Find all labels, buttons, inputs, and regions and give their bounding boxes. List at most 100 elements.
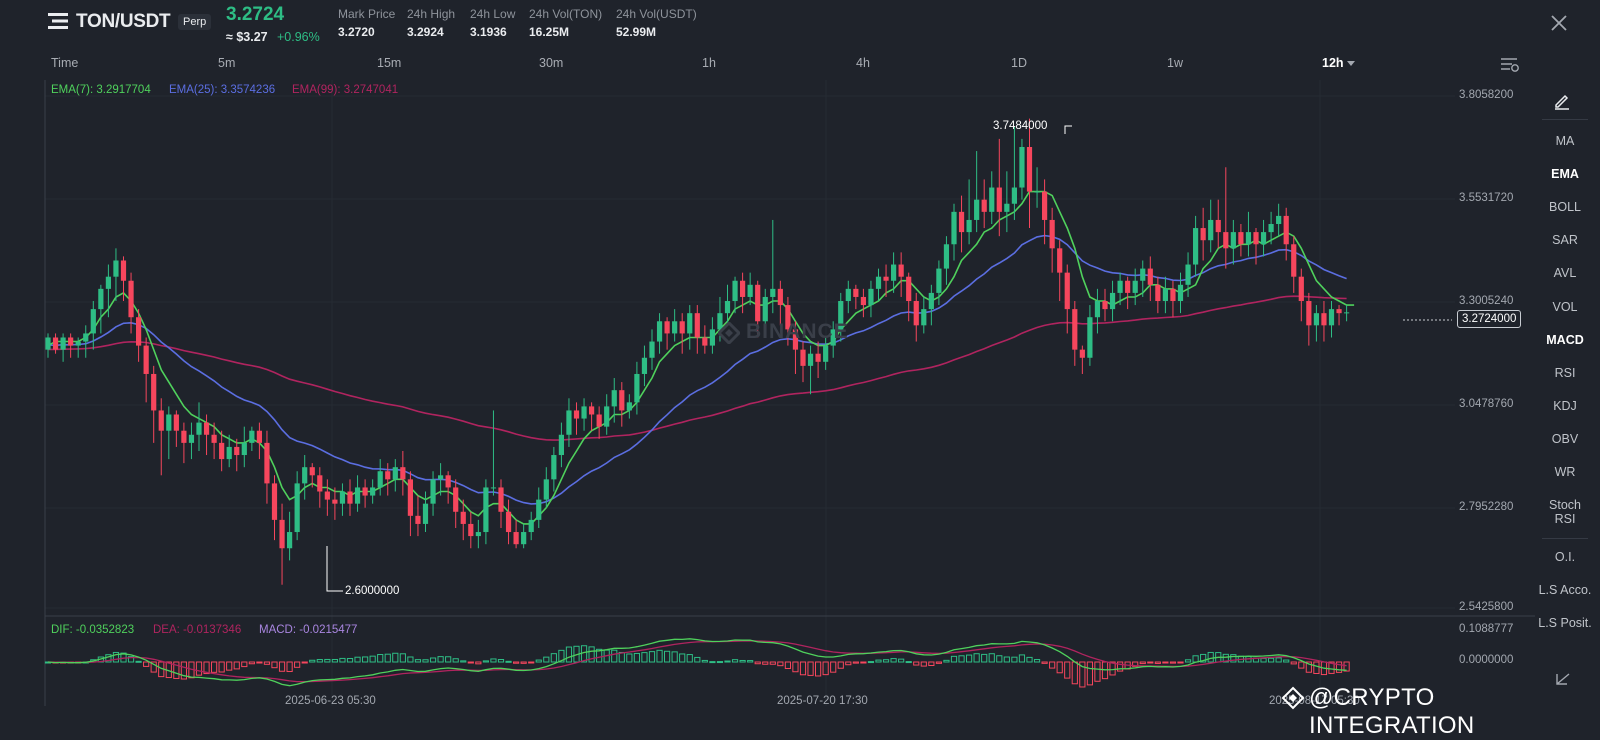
brand-watermark: BINANCE	[746, 320, 849, 343]
candle-body	[234, 446, 240, 456]
macd-bar	[1064, 661, 1071, 679]
indicator-ls-accounts[interactable]: L.S Acco.	[1538, 583, 1592, 597]
candle-body	[113, 260, 119, 277]
candle-body	[203, 422, 210, 435]
macd-bar	[913, 661, 920, 666]
indicator-macd[interactable]: MACD	[1546, 333, 1584, 347]
candle-body	[1306, 301, 1312, 326]
candles	[45, 118, 1350, 585]
tab-15m[interactable]: 15m	[377, 56, 402, 70]
candle-body	[1072, 309, 1078, 350]
candle-body	[241, 442, 247, 456]
candle-body	[302, 467, 308, 484]
indicator-boll[interactable]: BOLL	[1549, 200, 1581, 214]
candle-body	[475, 532, 481, 537]
close-icon[interactable]	[1550, 14, 1568, 32]
symbol-name[interactable]: TON/USDT	[76, 11, 171, 32]
chart-settings-icon[interactable]	[1500, 57, 1520, 73]
indicator-oi[interactable]: O.I.	[1554, 550, 1576, 564]
candle-body	[1291, 244, 1297, 277]
macd-bar	[935, 661, 942, 664]
candle-body	[694, 313, 700, 338]
indicator-kdj[interactable]: KDJ	[1553, 399, 1577, 413]
indicator-ls-positions[interactable]: L.S Posit.	[1538, 616, 1592, 630]
contract-badge: Perp	[178, 14, 212, 30]
candle-body	[151, 373, 157, 411]
macd-bar	[414, 659, 422, 663]
macd-bar	[520, 661, 527, 664]
tab-1d[interactable]: 1D	[1011, 56, 1027, 70]
macd-bar	[324, 658, 331, 663]
macd-bar	[716, 661, 724, 664]
macd-bar	[1207, 651, 1214, 663]
macd-bar	[301, 661, 308, 664]
indicator-rsi[interactable]: RSI	[1554, 366, 1576, 380]
candle-body	[264, 442, 270, 484]
macd-bar	[346, 657, 354, 663]
candle-body	[415, 515, 421, 524]
stat-value-24h-vol-ton: 16.25M	[529, 25, 570, 39]
candle-body	[762, 296, 768, 322]
menu-icon[interactable]	[48, 13, 68, 29]
candle-body	[105, 276, 111, 289]
macd-axis-tick: 0.0000000	[1459, 654, 1514, 666]
tab-1w[interactable]: 1w	[1167, 56, 1183, 70]
stat-label-24h-vol-usdt: 24h Vol(USDT)	[616, 7, 697, 21]
macd-bar	[1343, 661, 1350, 672]
indicator-sar[interactable]: SAR	[1552, 233, 1578, 247]
candle-body	[777, 288, 783, 306]
collapse-icon[interactable]	[1555, 672, 1571, 686]
candle-body	[1177, 284, 1184, 302]
price-chart[interactable]	[0, 0, 1600, 720]
tab-1h[interactable]: 1h	[702, 56, 716, 70]
candle-body	[853, 288, 859, 297]
candle-body	[188, 434, 195, 443]
macd-bar	[860, 661, 867, 664]
stat-label-mark-price: Mark Price	[338, 7, 396, 21]
indicator-stoch-rsi[interactable]: Stoch RSI	[1549, 498, 1581, 526]
candle-body	[1102, 301, 1108, 310]
indicator-ma[interactable]: MA	[1555, 134, 1575, 148]
candle-body	[989, 187, 995, 212]
candle-body	[370, 487, 376, 496]
macd-bar	[1283, 659, 1290, 663]
macd-legend: MACD: -0.0215477	[259, 624, 358, 636]
macd-bar	[731, 659, 739, 663]
indicator-obv[interactable]: OBV	[1551, 432, 1579, 446]
timeframe-bar: Time 5m 15m 30m 1h 4h 1D 1w 12h	[0, 56, 1600, 76]
indicator-wr[interactable]: WR	[1554, 465, 1576, 479]
indicator-vol[interactable]: VOL	[1552, 300, 1578, 314]
low-marker-leader	[326, 546, 343, 592]
indicator-avl[interactable]: AVL	[1553, 266, 1577, 280]
tab-12h[interactable]: 12h	[1322, 56, 1344, 70]
candle-body	[211, 434, 217, 443]
tab-4h[interactable]: 4h	[856, 56, 870, 70]
tab-30m[interactable]: 30m	[539, 56, 564, 70]
candle-body	[732, 280, 738, 302]
macd-bar	[1260, 657, 1267, 663]
macd-bar	[354, 656, 361, 663]
candle-body	[1344, 312, 1350, 314]
candle-body	[1147, 268, 1153, 285]
macd-bar	[950, 655, 958, 663]
candle-body	[626, 402, 632, 411]
macd-bar	[1109, 661, 1116, 676]
candle-body	[672, 321, 678, 334]
macd-bar	[943, 659, 950, 663]
candle-body	[226, 446, 232, 460]
macd-bar	[452, 658, 459, 663]
macd-bar	[784, 661, 791, 669]
tab-time[interactable]: Time	[51, 56, 79, 70]
macd-bar	[852, 661, 859, 664]
indicator-ema[interactable]: EMA	[1551, 167, 1579, 181]
price-axis-tick: 2.5425800	[1459, 601, 1514, 613]
macd-bar	[724, 660, 731, 663]
chevron-down-icon[interactable]	[1347, 61, 1355, 67]
tab-5m[interactable]: 5m	[218, 56, 236, 70]
candle-body	[453, 487, 459, 512]
stat-value-24h-low: 3.1936	[470, 25, 507, 39]
draw-pencil-icon[interactable]	[1553, 92, 1571, 110]
macd-bar	[958, 655, 965, 663]
candle-body	[664, 321, 670, 334]
candle-body	[1109, 292, 1116, 310]
